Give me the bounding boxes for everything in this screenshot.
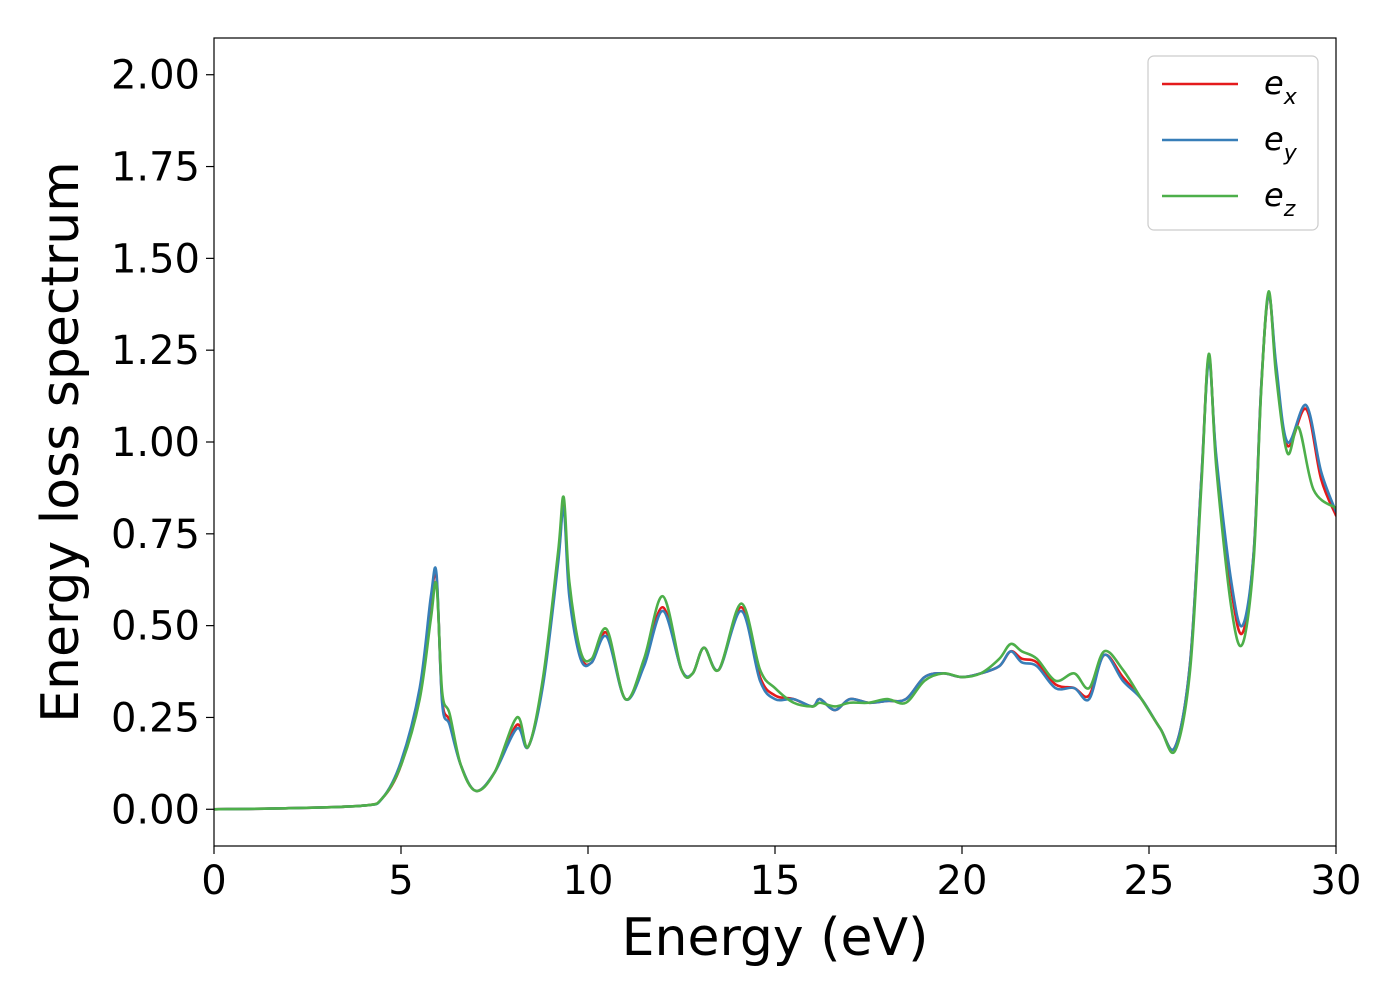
x-tick-label: 0 <box>201 858 226 904</box>
x-axis-title: Energy (eV) <box>622 908 929 968</box>
y-tick-label: 2.00 <box>111 53 200 99</box>
y-tick-label: 0.25 <box>111 695 200 741</box>
series-line-y <box>214 293 1336 811</box>
legend: ex ey ez <box>1147 55 1319 231</box>
y-tick-label: 0.75 <box>111 512 200 558</box>
series-line-x <box>214 293 1336 811</box>
y-axis-ticks: 0.00 0.25 0.50 0.75 1.00 1.25 1.50 1.75 2.00 <box>111 53 214 833</box>
y-axis-title: Energy loss spectrum <box>31 161 91 723</box>
legend-box <box>1147 55 1319 231</box>
y-tick-label: 0.00 <box>111 787 200 833</box>
x-axis-ticks: 0 5 10 15 20 25 30 <box>201 846 1361 904</box>
legend-label-y: ey <box>1264 120 1298 166</box>
x-tick-label: 25 <box>1124 858 1175 904</box>
x-tick-label: 10 <box>563 858 614 904</box>
x-tick-label: 20 <box>937 858 988 904</box>
legend-label-x: ex <box>1264 64 1298 110</box>
y-tick-label: 1.50 <box>111 236 200 282</box>
x-tick-label: 15 <box>750 858 801 904</box>
series-layer <box>214 290 1336 811</box>
y-tick-label: 1.00 <box>111 420 200 466</box>
series-line-z <box>214 290 1336 811</box>
x-tick-label: 5 <box>388 858 413 904</box>
legend-label-z: ez <box>1264 176 1296 222</box>
y-tick-label: 1.25 <box>111 328 200 374</box>
x-tick-label: 30 <box>1311 858 1362 904</box>
y-tick-label: 0.50 <box>111 604 200 650</box>
y-tick-label: 1.75 <box>111 145 200 191</box>
